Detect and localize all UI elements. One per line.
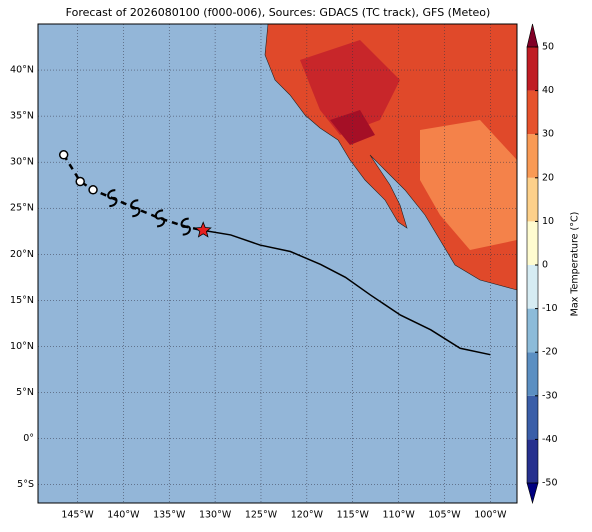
colorbar-tick-label: 50 bbox=[542, 42, 554, 53]
x-tick-label: 110°W bbox=[382, 510, 415, 521]
colorbar-segment bbox=[527, 134, 538, 178]
map-title: Forecast of 2026080100 (f000-006), Sourc… bbox=[66, 6, 491, 19]
y-tick-label: 25°N bbox=[10, 203, 34, 214]
x-tick-label: 140°W bbox=[107, 510, 140, 521]
colorbar-tick-label: -50 bbox=[542, 478, 558, 489]
x-tick-label: 130°W bbox=[199, 510, 232, 521]
y-tick-label: 35°N bbox=[10, 111, 34, 122]
cyclone-symbol bbox=[180, 217, 191, 236]
colorbar-segment bbox=[527, 90, 538, 135]
y-tick-label: 15°N bbox=[10, 295, 34, 306]
map-frame bbox=[37, 23, 518, 504]
y-tick-label: 0° bbox=[23, 433, 34, 444]
cyclone-symbol bbox=[130, 199, 141, 218]
colorbar-tick-label: 20 bbox=[542, 172, 554, 183]
colorbar-segment bbox=[527, 395, 538, 440]
colorbar-segment bbox=[527, 221, 538, 265]
hottest-region bbox=[330, 110, 375, 145]
y-tick-label: 5°N bbox=[16, 387, 34, 398]
cyclone-symbol bbox=[107, 189, 118, 208]
colorbar-tick-label: 30 bbox=[542, 129, 554, 140]
x-tick-label: 145°W bbox=[61, 510, 94, 521]
y-tick-label: 20°N bbox=[10, 249, 34, 260]
track-point bbox=[75, 176, 85, 187]
track-point bbox=[88, 185, 98, 195]
y-tick-label: 10°N bbox=[10, 341, 34, 352]
colorbar-segment bbox=[527, 352, 538, 396]
colorbar-tick-label: 10 bbox=[542, 216, 554, 227]
colorbar-segment bbox=[527, 308, 538, 353]
colorbar-over bbox=[526, 23, 539, 48]
colorbar-segment bbox=[527, 439, 538, 483]
warm-region bbox=[420, 120, 517, 250]
x-tick-label: 115°W bbox=[337, 510, 370, 521]
y-tick-label: 40°N bbox=[10, 65, 34, 76]
colorbar-tick-label: -40 bbox=[542, 434, 558, 445]
land bbox=[264, 24, 517, 291]
colorbar-segment bbox=[527, 177, 538, 222]
colorbar-tick-label: 40 bbox=[542, 85, 554, 96]
x-tick-label: 100°W bbox=[474, 510, 507, 521]
hot-region bbox=[300, 40, 400, 135]
y-tick-label: 5°S bbox=[17, 479, 34, 490]
y-tick-label: 30°N bbox=[10, 157, 34, 168]
colorbar-under bbox=[526, 482, 539, 505]
track-point bbox=[58, 150, 69, 160]
x-tick-label: 120°W bbox=[291, 510, 324, 521]
colorbar-tick-label: -10 bbox=[542, 303, 558, 314]
colorbar-label: Max Temperature (°C) bbox=[570, 212, 581, 317]
colorbar-tick-label: 0 bbox=[542, 260, 548, 271]
forecast-track bbox=[203, 229, 491, 356]
cyclone-symbol bbox=[154, 209, 166, 228]
x-tick-label: 105°W bbox=[428, 510, 461, 521]
colorbar-tick-label: -20 bbox=[542, 347, 558, 358]
x-tick-label: 135°W bbox=[153, 510, 186, 521]
x-tick-label: 125°W bbox=[245, 510, 278, 521]
colorbar-tick-label: -30 bbox=[542, 390, 558, 401]
colorbar-segment bbox=[527, 265, 538, 309]
current-position bbox=[194, 221, 212, 238]
colorbar-segment bbox=[527, 47, 538, 91]
